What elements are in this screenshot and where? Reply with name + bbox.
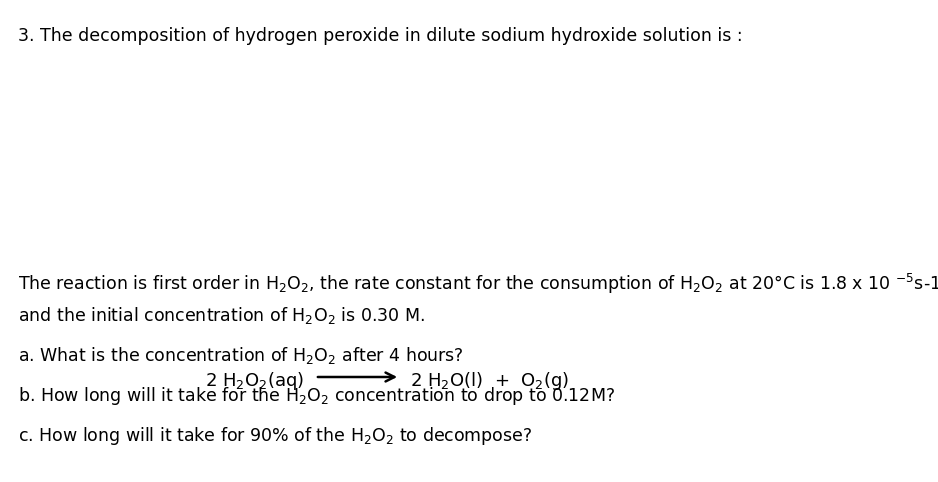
- Text: 2 H$_2$O(l)  +  O$_2$(g): 2 H$_2$O(l) + O$_2$(g): [410, 370, 569, 392]
- Text: a. What is the concentration of H$_2$O$_2$ after 4 hours?: a. What is the concentration of H$_2$O$_…: [18, 345, 463, 366]
- Text: 2 H$_2$O$_2$(aq): 2 H$_2$O$_2$(aq): [205, 370, 304, 392]
- Text: The reaction is first order in H$_2$O$_2$, the rate constant for the consumption: The reaction is first order in H$_2$O$_2…: [18, 272, 938, 296]
- Text: 3. The decomposition of hydrogen peroxide in dilute sodium hydroxide solution is: 3. The decomposition of hydrogen peroxid…: [18, 27, 743, 45]
- Text: c. How long will it take for 90% of the H$_2$O$_2$ to decompose?: c. How long will it take for 90% of the …: [18, 425, 532, 447]
- Text: and the initial concentration of H$_2$O$_2$ is 0.30 M.: and the initial concentration of H$_2$O$…: [18, 305, 425, 326]
- Text: b. How long will it take for the H$_2$O$_2$ concentration to drop to 0.12M?: b. How long will it take for the H$_2$O$…: [18, 385, 615, 407]
